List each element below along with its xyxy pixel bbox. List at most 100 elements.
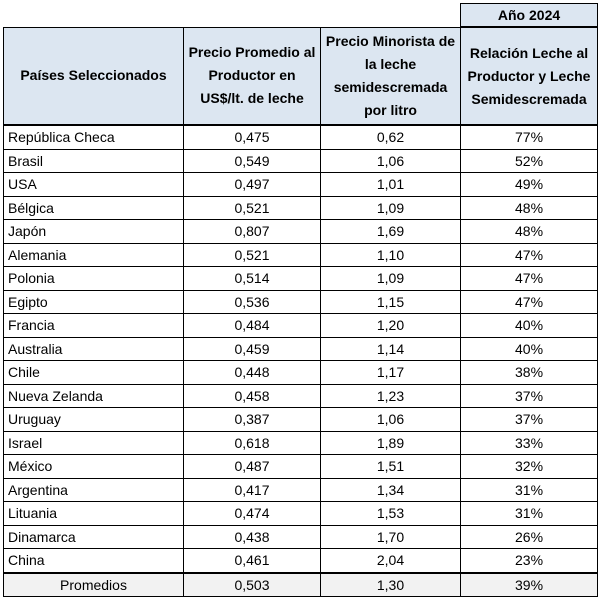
value-cell: 1,70 — [319, 524, 462, 549]
country-cell: Bélgica — [3, 195, 184, 220]
value-cell: 1,34 — [319, 477, 462, 502]
value-cell: 1,17 — [319, 360, 462, 385]
blank-cell — [4, 4, 461, 28]
data-row: República Checa 0,475 0,62 77% — [3, 124, 598, 150]
country-cell: Israel — [3, 430, 184, 455]
country-cell: Chile — [3, 360, 184, 385]
country-cell: Japón — [3, 219, 184, 244]
footer-cell: 39% — [460, 571, 598, 597]
value-cell: 0,497 — [183, 172, 321, 197]
year-label: Año 2024 — [460, 3, 598, 28]
value-cell: 1,53 — [319, 501, 462, 526]
value-cell: 0,459 — [183, 336, 321, 361]
data-row: Egipto 0,536 1,15 47% — [3, 289, 598, 314]
country-cell: USA — [3, 172, 184, 197]
country-cell: Nueva Zelanda — [3, 383, 184, 408]
header-cell: Precio Minorista de la leche semidescrem… — [319, 26, 462, 126]
country-cell: Egipto — [3, 289, 184, 314]
data-row: Chile 0,448 1,17 38% — [3, 360, 598, 385]
value-cell: 37% — [460, 407, 598, 432]
footer-cell: 0,503 — [183, 571, 321, 597]
country-cell: Francia — [3, 313, 184, 338]
value-cell: 0,521 — [183, 242, 321, 267]
value-cell: 32% — [460, 454, 598, 479]
value-cell: 33% — [460, 430, 598, 455]
value-cell: 1,06 — [319, 148, 462, 173]
value-cell: 0,487 — [183, 454, 321, 479]
value-cell: 47% — [460, 242, 598, 267]
header-cell: Relación Leche al Productor y Leche Semi… — [460, 26, 598, 126]
value-cell: 0,474 — [183, 501, 321, 526]
country-cell: República Checa — [3, 124, 184, 150]
value-cell: 1,69 — [319, 219, 462, 244]
price-table: Año 2024 Países Seleccionados Precio Prom… — [3, 3, 598, 597]
value-cell: 0,458 — [183, 383, 321, 408]
header-row: Países Seleccionados Precio Promedio al P… — [3, 26, 598, 126]
value-cell: 1,89 — [319, 430, 462, 455]
value-cell: 1,09 — [319, 195, 462, 220]
data-row: Polonia 0,514 1,09 47% — [3, 266, 598, 291]
value-cell: 0,461 — [183, 548, 321, 573]
data-row: Francia 0,484 1,20 40% — [3, 313, 598, 338]
value-cell: 1,23 — [319, 383, 462, 408]
value-cell: 40% — [460, 336, 598, 361]
value-cell: 1,06 — [319, 407, 462, 432]
value-cell: 48% — [460, 195, 598, 220]
value-cell: 0,807 — [183, 219, 321, 244]
country-cell: Lituania — [3, 501, 184, 526]
value-cell: 0,536 — [183, 289, 321, 314]
data-row: México 0,487 1,51 32% — [3, 454, 598, 479]
country-cell: Dinamarca — [3, 524, 184, 549]
data-row: Nueva Zelanda 0,458 1,23 37% — [3, 383, 598, 408]
data-row: Uruguay 0,387 1,06 37% — [3, 407, 598, 432]
footer-cell: 1,30 — [319, 571, 462, 597]
table-body: Año 2024 Países Seleccionados Precio Prom… — [3, 3, 598, 597]
data-row: Dinamarca 0,438 1,70 26% — [3, 524, 598, 549]
value-cell: 77% — [460, 124, 598, 150]
value-cell: 1,10 — [319, 242, 462, 267]
value-cell: 52% — [460, 148, 598, 173]
value-cell: 47% — [460, 266, 598, 291]
value-cell: 38% — [460, 360, 598, 385]
value-cell: 0,448 — [183, 360, 321, 385]
value-cell: 48% — [460, 219, 598, 244]
value-cell: 47% — [460, 289, 598, 314]
data-row: Israel 0,618 1,89 33% — [3, 430, 598, 455]
value-cell: 0,438 — [183, 524, 321, 549]
value-cell: 1,15 — [319, 289, 462, 314]
data-row: Japón 0,807 1,69 48% — [3, 219, 598, 244]
value-cell: 0,417 — [183, 477, 321, 502]
value-cell: 0,62 — [319, 124, 462, 150]
data-row: USA 0,497 1,01 49% — [3, 172, 598, 197]
value-cell: 31% — [460, 501, 598, 526]
value-cell: 26% — [460, 524, 598, 549]
data-row: Lituania 0,474 1,53 31% — [3, 501, 598, 526]
country-cell: Alemania — [3, 242, 184, 267]
value-cell: 1,51 — [319, 454, 462, 479]
year-row: Año 2024 — [4, 3, 598, 28]
value-cell: 1,01 — [319, 172, 462, 197]
value-cell: 37% — [460, 383, 598, 408]
value-cell: 0,521 — [183, 195, 321, 220]
value-cell: 0,387 — [183, 407, 321, 432]
value-cell: 0,549 — [183, 148, 321, 173]
value-cell: 23% — [460, 548, 598, 573]
data-row: Alemania 0,521 1,10 47% — [3, 242, 598, 267]
value-cell: 40% — [460, 313, 598, 338]
footer-row: Promedios 0,503 1,30 39% — [3, 571, 598, 597]
value-cell: 31% — [460, 477, 598, 502]
country-cell: Polonia — [3, 266, 184, 291]
country-cell: México — [3, 454, 184, 479]
footer-cell: Promedios — [3, 571, 184, 597]
data-row: Australia 0,459 1,14 40% — [3, 336, 598, 361]
header-cell: Precio Promedio al Productor en US$/lt. … — [183, 26, 321, 126]
country-cell: Australia — [3, 336, 184, 361]
value-cell: 0,618 — [183, 430, 321, 455]
header-cell: Países Seleccionados — [3, 26, 184, 126]
value-cell: 1,20 — [319, 313, 462, 338]
data-row: Brasil 0,549 1,06 52% — [3, 148, 598, 173]
value-cell: 0,514 — [183, 266, 321, 291]
value-cell: 2,04 — [319, 548, 462, 573]
data-row: China 0,461 2,04 23% — [3, 548, 598, 573]
